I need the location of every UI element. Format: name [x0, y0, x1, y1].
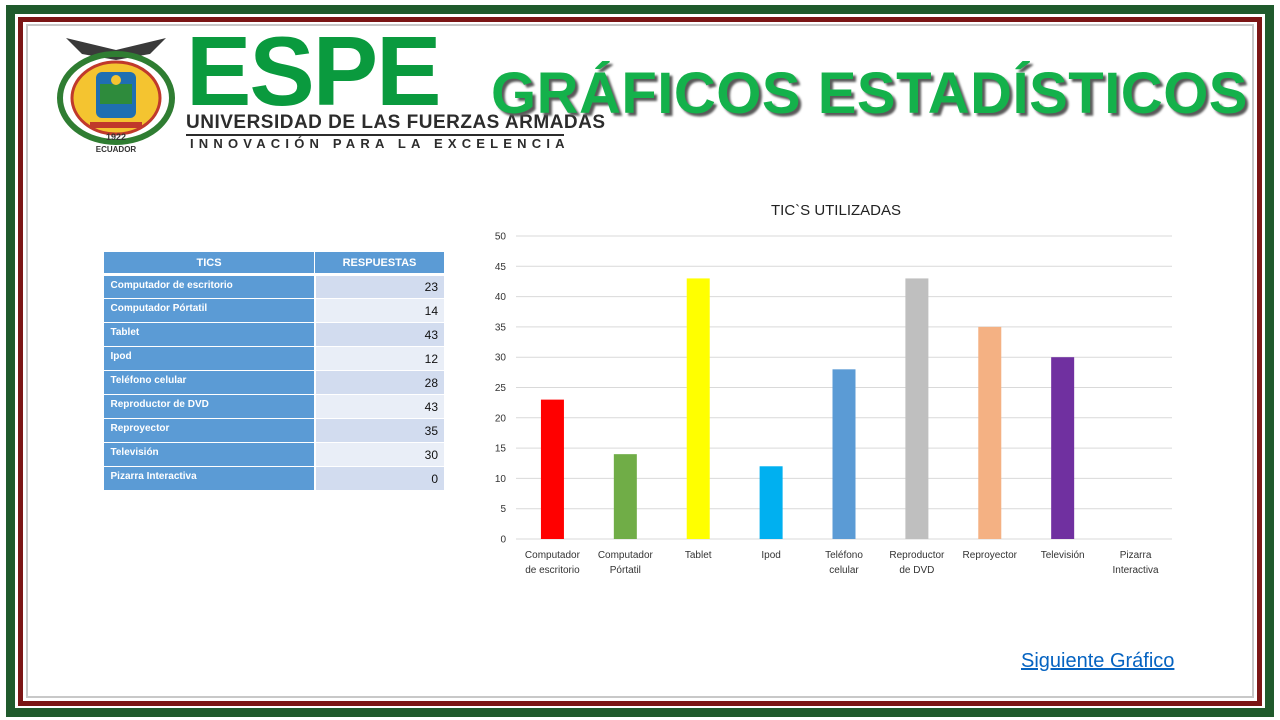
x-tick-label-line: Pórtatil	[610, 565, 641, 576]
y-tick-label: 45	[495, 262, 507, 273]
table-row: Reproyector 35	[103, 418, 445, 443]
next-chart-link[interactable]: Siguiente Gráfico	[1021, 650, 1175, 672]
x-tick-label-line: Computador	[525, 550, 581, 561]
logo-wordmark: ESPE	[186, 16, 441, 126]
table-cell-tic: Pizarra Interactiva	[103, 466, 315, 491]
table-cell-tic: Teléfono celular	[103, 370, 315, 395]
table-cell-respuestas: 43	[313, 322, 445, 347]
x-tick-label-line: Ipod	[761, 550, 780, 561]
chart-y-tick-labels: 0 5 10 15 20 25 30 35 40 45 50	[495, 232, 507, 546]
table-header-respuestas: RESPUESTAS	[314, 251, 445, 276]
espe-logo: 1922 ECUADOR ESPE UNIVERSIDAD DE LAS FUE…	[46, 16, 605, 158]
y-tick-label: 5	[500, 504, 506, 515]
outer-border	[6, 5, 1274, 717]
x-tick-label-line: Computador	[598, 550, 654, 561]
logo-divider	[186, 134, 564, 136]
table-cell-tic: Televisión	[103, 442, 315, 467]
middle-border	[18, 17, 1262, 706]
bar	[540, 399, 564, 539]
x-tick-label-line: Pizarra	[1120, 550, 1152, 561]
table-cell-respuestas: 12	[313, 346, 445, 371]
table-cell-tic: Tablet	[103, 322, 315, 347]
table-cell-tic: Ipod	[103, 346, 315, 371]
x-tick-label-line: Reproyector	[963, 550, 1018, 561]
x-tick-label-line: de escritorio	[525, 565, 580, 576]
y-tick-label: 25	[495, 383, 507, 394]
x-tick-label: Teléfono celular	[825, 550, 863, 576]
svg-text:ECUADOR: ECUADOR	[96, 145, 137, 154]
x-tick-label: Computador Pórtatil	[598, 550, 654, 576]
logo-motto: INNOVACIÓN PARA LA EXCELENCIA	[190, 136, 570, 151]
table-row: Teléfono celular 28	[103, 370, 445, 395]
table-row: Tablet 43	[103, 322, 445, 347]
y-tick-label: 40	[495, 292, 507, 303]
logo-university-name: UNIVERSIDAD DE LAS FUERZAS ARMADAS	[186, 112, 606, 133]
table-cell-respuestas: 14	[313, 298, 445, 323]
table-cell-tic: Computador Pórtatil	[103, 298, 315, 323]
y-tick-label: 15	[495, 444, 507, 455]
y-tick-label: 0	[500, 535, 506, 546]
x-tick-label-line: Televisión	[1041, 550, 1085, 561]
table-cell-respuestas: 35	[313, 418, 445, 443]
page-title: GRÁFICOS ESTADÍSTICOS	[490, 61, 1248, 126]
bar	[759, 466, 783, 539]
x-tick-label: Computador de escritorio	[525, 550, 581, 576]
x-tick-label-line: Reproductor	[889, 550, 945, 561]
chart-title: TIC`S UTILIZADAS	[771, 202, 901, 219]
table-cell-respuestas: 23	[313, 274, 445, 299]
table-cell-tic: Reproductor de DVD	[103, 394, 315, 419]
svg-text:1922: 1922	[106, 132, 126, 142]
table-cell-respuestas: 0	[313, 466, 445, 491]
table-cell-tic: Reproyector	[103, 418, 315, 443]
x-tick-label-line: Interactiva	[1112, 565, 1159, 576]
x-tick-label-line: Teléfono	[825, 550, 863, 561]
bar	[686, 278, 710, 539]
table-row: Computador de escritorio 23	[103, 274, 445, 299]
table-row: Televisión 30	[103, 442, 445, 467]
table-row: Computador Pórtatil 14	[103, 298, 445, 323]
x-tick-label: Televisión	[1041, 550, 1085, 561]
bar	[832, 369, 856, 539]
bar-chart: TIC`S UTILIZADAS 0 5 10 15 20 25 30 35 40 45 50 Co…	[495, 202, 1172, 576]
y-tick-label: 20	[495, 413, 507, 424]
bar	[978, 326, 1002, 539]
x-tick-label-line: de DVD	[899, 565, 934, 576]
table-row: Ipod 12	[103, 346, 445, 371]
espe-seal-icon: 1922 ECUADOR	[57, 38, 175, 154]
table-header-tics: TICS	[103, 251, 315, 276]
y-tick-label: 10	[495, 474, 507, 485]
y-tick-label: 35	[495, 322, 507, 333]
x-tick-label: Reproductor de DVD	[889, 550, 945, 576]
bar	[905, 278, 929, 539]
bar	[1051, 357, 1075, 539]
x-tick-label: Pizarra Interactiva	[1112, 550, 1159, 576]
x-tick-label: Tablet	[685, 550, 712, 561]
x-tick-label-line: celular	[829, 565, 859, 576]
table-row: Reproductor de DVD 43	[103, 394, 445, 419]
table-cell-tic: Computador de escritorio	[103, 274, 315, 299]
y-tick-label: 30	[495, 353, 507, 364]
y-tick-label: 50	[495, 232, 507, 243]
inner-border	[26, 24, 1254, 698]
chart-x-tick-labels: Computador de escritorio Computador Pórtati…	[525, 550, 1159, 576]
x-tick-label-line: Tablet	[685, 550, 712, 561]
x-tick-label: Ipod	[761, 550, 780, 561]
table-row: Pizarra Interactiva 0	[103, 466, 445, 491]
table-header-row: TICS RESPUESTAS	[103, 251, 445, 276]
bar	[613, 454, 637, 539]
table-cell-respuestas: 28	[313, 370, 445, 395]
chart-bars	[540, 278, 1075, 539]
x-tick-label: Reproyector	[963, 550, 1018, 561]
table-cell-respuestas: 43	[313, 394, 445, 419]
table-cell-respuestas: 30	[313, 442, 445, 467]
tics-table: TICS RESPUESTAS Computador de escritorio…	[103, 251, 445, 491]
